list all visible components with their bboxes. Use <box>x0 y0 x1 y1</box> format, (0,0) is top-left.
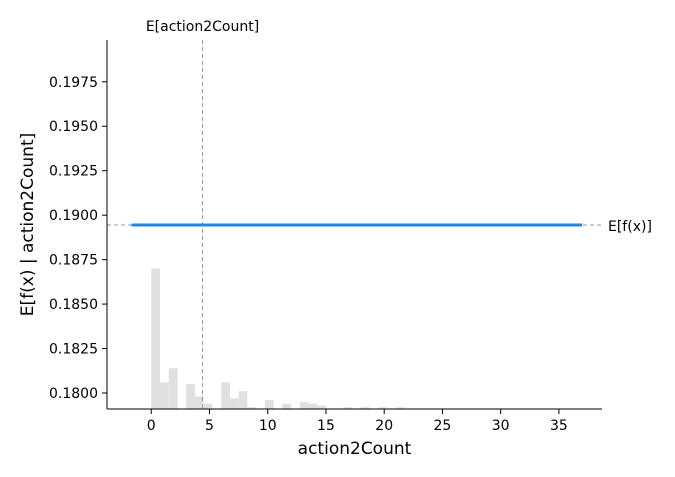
axes <box>106 40 602 410</box>
x-tick-label: 20 <box>375 418 393 434</box>
y-tick-label: 0.1900 <box>49 208 98 224</box>
histogram-bar-16 <box>360 407 370 409</box>
histogram-bar-6 <box>221 382 230 409</box>
histogram-bar-18 <box>395 407 405 409</box>
y-tick-label: 0.1875 <box>49 253 98 269</box>
y-axis-label: E[f(x) | action2Count] <box>18 133 38 316</box>
expected-value-label: E[f(x)] <box>608 219 652 235</box>
histogram-bar-11 <box>282 403 292 409</box>
y-tick-label: 0.1850 <box>49 297 98 313</box>
histogram-bar-5 <box>203 403 213 409</box>
histogram-bar-4 <box>194 396 204 409</box>
histogram-bar-0 <box>151 268 160 409</box>
x-tick-label: 15 <box>317 418 335 434</box>
y-tick-label: 0.1825 <box>49 342 98 358</box>
x-tick-label: 10 <box>259 418 277 434</box>
histogram <box>151 268 405 409</box>
histogram-bar-14 <box>317 405 326 409</box>
histogram-bar-10 <box>264 400 274 409</box>
x-tick-label: 5 <box>205 418 214 434</box>
x-tick-label: 0 <box>147 418 156 434</box>
histogram-bar-8 <box>238 391 248 409</box>
histogram-bar-1 <box>159 382 169 409</box>
ticks: 0 5 10 15 20 25 30 35 0.1800 0.1825 0.1850 0.1875 0.… <box>49 75 568 434</box>
y-tick-label: 0.1800 <box>49 386 98 402</box>
histogram-bar-13 <box>308 403 318 409</box>
histogram-bar-7 <box>229 398 239 409</box>
x-tick-label: 25 <box>434 418 452 434</box>
x-tick-label: 35 <box>550 418 568 434</box>
histogram-bar-3 <box>186 384 195 409</box>
y-tick-label: 0.1925 <box>49 164 98 180</box>
y-tick-label: 0.1950 <box>49 119 98 135</box>
expected-feature-label: E[action2Count] <box>146 19 259 35</box>
histogram-bar-17 <box>378 407 388 409</box>
histogram-bar-9 <box>247 407 257 409</box>
histogram-bar-2 <box>168 368 178 409</box>
y-tick-label: 0.1975 <box>49 75 98 91</box>
x-axis-label: action2Count <box>298 439 412 459</box>
x-tick-label: 30 <box>492 418 510 434</box>
histogram-bar-12 <box>299 401 309 409</box>
histogram-bar-15 <box>343 407 353 409</box>
